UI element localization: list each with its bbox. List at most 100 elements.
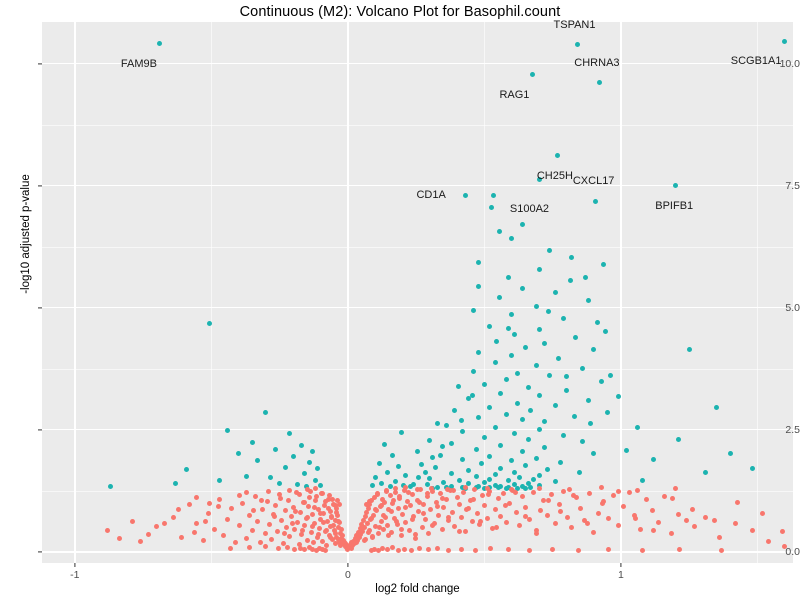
- data-point: [396, 493, 402, 499]
- data-point: [379, 496, 385, 502]
- data-point: [555, 355, 561, 361]
- data-point: [368, 516, 374, 522]
- data-point: [237, 522, 243, 528]
- data-point: [591, 529, 597, 535]
- data-point: [320, 547, 326, 553]
- data-point: [298, 442, 304, 448]
- data-point: [476, 283, 482, 289]
- x-tick-label: 0: [344, 569, 351, 581]
- data-point: [473, 446, 479, 452]
- gene-label-chrna3: CHRNA3: [574, 56, 620, 69]
- data-point: [280, 541, 286, 547]
- data-point: [522, 463, 528, 469]
- plot-panel: [42, 22, 793, 563]
- data-point: [509, 487, 515, 493]
- data-point: [512, 489, 518, 495]
- data-point: [473, 474, 479, 480]
- data-point: [550, 546, 556, 552]
- data-point: [336, 536, 342, 542]
- data-point: [282, 530, 287, 536]
- data-point: [409, 491, 415, 497]
- y-tick-label: 7.5: [785, 179, 800, 192]
- data-point: [487, 476, 493, 482]
- data-point: [533, 455, 539, 461]
- data-point: [263, 409, 269, 415]
- data-point: [582, 274, 588, 280]
- data-point: [505, 325, 511, 331]
- data-point: [727, 450, 733, 456]
- data-point: [309, 449, 315, 455]
- data-point: [363, 502, 369, 508]
- data-point: [252, 493, 258, 499]
- data-point: [401, 487, 407, 493]
- data-point: [318, 511, 324, 517]
- data-point: [536, 393, 542, 399]
- data-point: [525, 436, 531, 442]
- data-point: [460, 429, 466, 435]
- data-point: [528, 485, 534, 491]
- data-point: [445, 486, 451, 492]
- data-point: [503, 519, 509, 525]
- gridline-minor-vertical: [757, 22, 759, 563]
- data-point: [640, 478, 646, 484]
- data-point: [264, 499, 270, 505]
- data-point: [225, 517, 231, 523]
- data-point: [193, 494, 199, 500]
- data-point: [435, 484, 441, 490]
- data-point: [376, 530, 382, 536]
- data-point: [541, 419, 547, 425]
- data-point: [433, 500, 439, 506]
- data-point: [413, 531, 419, 537]
- data-point: [430, 454, 436, 460]
- data-point: [561, 433, 567, 439]
- data-point: [290, 454, 296, 460]
- data-point: [503, 485, 509, 491]
- data-point: [454, 494, 460, 500]
- data-point: [445, 515, 451, 521]
- data-point: [461, 489, 467, 495]
- data-point: [438, 452, 444, 458]
- data-point: [650, 527, 656, 533]
- data-point: [450, 510, 456, 516]
- data-point: [484, 486, 490, 492]
- data-point: [566, 486, 572, 492]
- x-tick-label: -1: [70, 569, 80, 581]
- data-point: [359, 521, 365, 527]
- data-point: [338, 543, 344, 549]
- data-point: [472, 548, 478, 554]
- data-point: [313, 547, 319, 553]
- data-point: [368, 547, 374, 553]
- data-point: [703, 470, 709, 476]
- data-point: [600, 262, 606, 268]
- data-point: [607, 372, 613, 378]
- data-point: [669, 495, 675, 501]
- data-point: [410, 481, 416, 487]
- data-point: [383, 515, 389, 521]
- data-point: [465, 395, 471, 401]
- data-point: [117, 535, 123, 541]
- data-point: [561, 315, 567, 321]
- data-point: [503, 411, 509, 417]
- data-point: [511, 469, 517, 475]
- data-point: [425, 547, 431, 553]
- data-point: [304, 537, 310, 543]
- data-point: [258, 497, 264, 503]
- data-point: [634, 487, 640, 493]
- data-point: [536, 327, 542, 333]
- data-point: [456, 502, 462, 508]
- data-point: [217, 496, 222, 502]
- data-point: [531, 477, 537, 483]
- data-point: [498, 390, 504, 396]
- data-point: [365, 506, 371, 512]
- data-point: [325, 496, 331, 502]
- y-tick-label: 0.0: [785, 545, 800, 558]
- data-point: [162, 520, 168, 526]
- data-point: [296, 491, 302, 497]
- data-point: [260, 507, 266, 513]
- data-point: [403, 485, 409, 491]
- data-point: [399, 512, 405, 518]
- data-point: [507, 501, 513, 507]
- data-point: [469, 518, 475, 524]
- data-point: [552, 520, 558, 526]
- data-point: [277, 480, 283, 486]
